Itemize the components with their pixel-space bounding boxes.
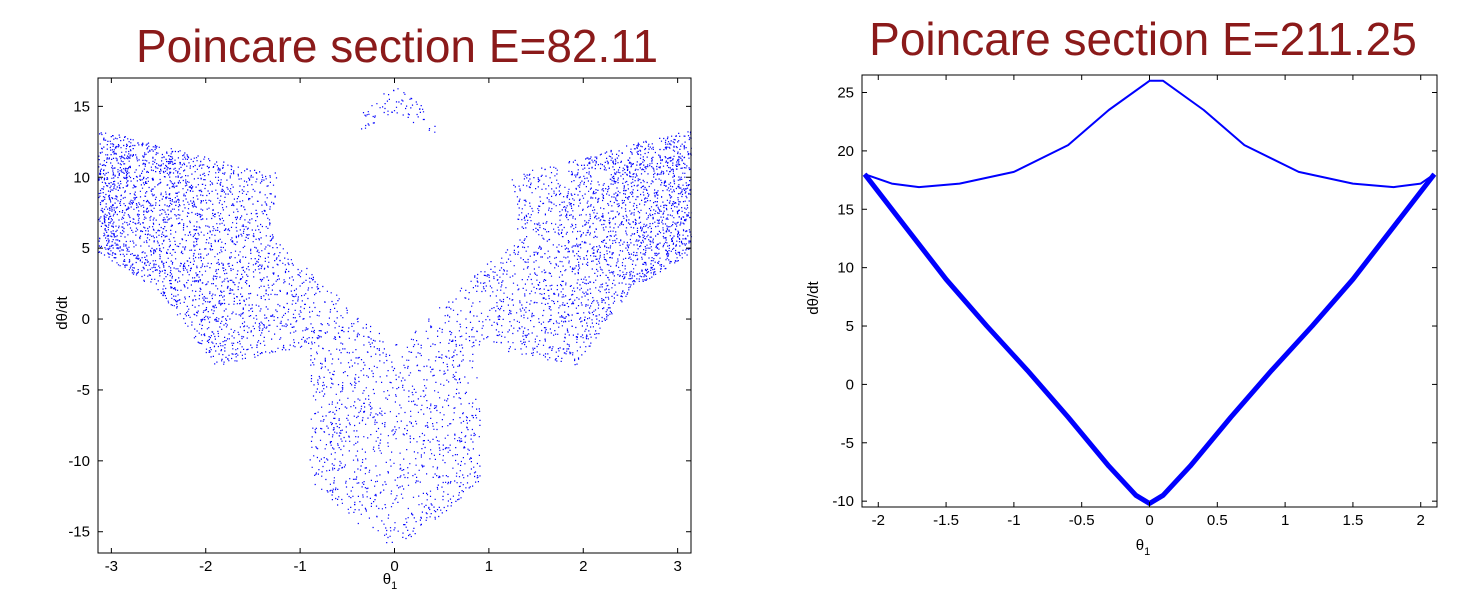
left-chart: Poincare section E=82.11 -3 -2 -1 0 1 2 3-15-1…	[54, 20, 692, 592]
x-tick-label: -1	[1007, 512, 1020, 529]
y-tick-label: -15	[68, 524, 90, 541]
upper-curve	[864, 79, 1435, 189]
y-tick-label: -10	[832, 493, 854, 510]
right-chart-title: Poincare section E=211.25	[869, 13, 1417, 65]
right-axis-ticks: -2 -1.5 -1 -0.5 0 0.5 1 1.5 2 -10 -5 0 5 10 15 20 25	[832, 75, 1437, 529]
x-tick-label: -2	[199, 558, 212, 575]
lower-curve	[862, 172, 1437, 506]
left-x-axis-label: θ1	[383, 571, 397, 592]
y-tick-label: -5	[77, 382, 90, 399]
y-tick-label: -5	[841, 435, 854, 452]
x-tick-label: 0	[390, 558, 398, 575]
y-tick-label: 5	[82, 240, 90, 257]
y-tick-label: 15	[73, 98, 90, 115]
left-scatter-points	[98, 88, 692, 544]
y-tick-label: 10	[73, 169, 90, 186]
x-tick-label: 0.5	[1207, 512, 1228, 529]
x-tick-label: -2	[872, 512, 885, 529]
x-tick-label: 1.5	[1342, 512, 1363, 529]
y-tick-label: 15	[837, 201, 854, 218]
x-tick-label: -3	[105, 558, 118, 575]
right-x-axis-label: θ1	[1136, 537, 1150, 558]
right-chart: Poincare section E=211.25 -2 -1.5 -1 -0.5 0 0…	[805, 13, 1438, 558]
right-scatter-curves	[862, 79, 1437, 506]
x-tick-label: 3	[673, 558, 681, 575]
y-tick-label: 5	[846, 318, 854, 335]
x-tick-label: 0	[1145, 512, 1153, 529]
y-tick-label: 0	[82, 311, 90, 328]
scatter-cloud	[98, 88, 692, 544]
x-tick-label: 2	[579, 558, 587, 575]
x-tick-label: -1.5	[933, 512, 959, 529]
right-y-axis-label: dθ/dt	[805, 280, 822, 314]
left-y-axis-label: dθ/dt	[54, 295, 71, 329]
y-tick-label: 0	[846, 376, 854, 393]
x-tick-label: -0.5	[1069, 512, 1095, 529]
y-tick-label: 20	[837, 143, 854, 160]
left-chart-title: Poincare section E=82.11	[136, 20, 658, 72]
x-tick-label: -1	[293, 558, 306, 575]
x-tick-label: 1	[485, 558, 493, 575]
y-tick-label: 10	[837, 260, 854, 277]
y-tick-label: 25	[837, 85, 854, 102]
x-tick-label: 1	[1281, 512, 1289, 529]
y-tick-label: -10	[68, 453, 90, 470]
x-tick-label: 2	[1417, 512, 1425, 529]
right-plot-area	[861, 74, 1438, 508]
